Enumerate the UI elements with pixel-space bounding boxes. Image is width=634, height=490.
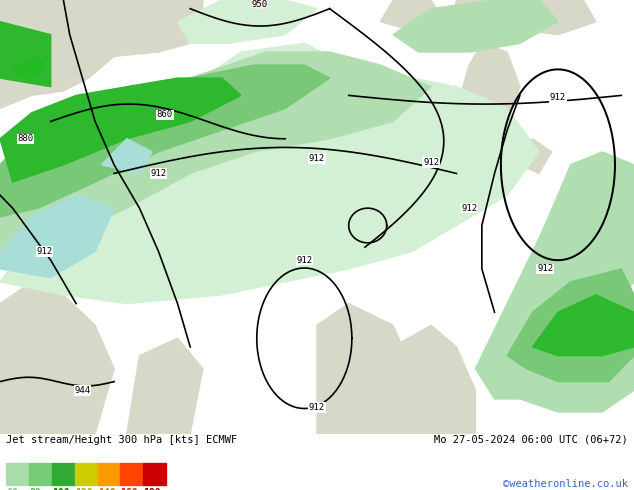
Text: 160: 160: [120, 488, 138, 490]
Bar: [143, 463, 166, 486]
Text: 950: 950: [252, 0, 268, 9]
Polygon shape: [380, 0, 444, 30]
Text: Jet stream/Height 300 hPa [kts] ECMWF: Jet stream/Height 300 hPa [kts] ECMWF: [6, 435, 238, 445]
Text: 60: 60: [6, 488, 18, 490]
Text: 912: 912: [150, 169, 167, 178]
Text: 912: 912: [550, 93, 566, 102]
Polygon shape: [13, 56, 44, 78]
Text: ©weatheronline.co.uk: ©weatheronline.co.uk: [503, 479, 628, 489]
Polygon shape: [178, 0, 317, 44]
Bar: [98, 463, 120, 486]
Polygon shape: [0, 44, 539, 304]
Polygon shape: [146, 22, 190, 52]
Polygon shape: [456, 44, 520, 139]
Text: Mo 27-05-2024 06:00 UTC (06+72): Mo 27-05-2024 06:00 UTC (06+72): [434, 435, 628, 445]
Text: 80: 80: [29, 488, 41, 490]
Polygon shape: [101, 139, 152, 173]
Polygon shape: [533, 295, 634, 356]
Text: 100: 100: [52, 488, 70, 490]
Polygon shape: [476, 152, 634, 399]
Bar: [120, 463, 143, 486]
Polygon shape: [0, 282, 114, 434]
Text: 120: 120: [75, 488, 93, 490]
Polygon shape: [393, 0, 558, 52]
Polygon shape: [0, 22, 51, 87]
Text: 912: 912: [309, 403, 325, 412]
Polygon shape: [393, 325, 476, 434]
Polygon shape: [0, 65, 330, 217]
Text: 944: 944: [74, 386, 91, 395]
Text: 140: 140: [98, 488, 115, 490]
Polygon shape: [127, 338, 203, 434]
Polygon shape: [0, 52, 431, 260]
Bar: [29, 463, 52, 486]
Text: 880: 880: [17, 134, 34, 143]
Polygon shape: [0, 195, 114, 277]
Text: 912: 912: [423, 158, 439, 167]
Bar: [6, 463, 29, 486]
Text: 912: 912: [537, 265, 553, 273]
Polygon shape: [139, 0, 203, 22]
Polygon shape: [317, 304, 412, 434]
Polygon shape: [526, 0, 596, 35]
Text: 912: 912: [296, 256, 313, 265]
Polygon shape: [520, 282, 634, 412]
Bar: [75, 463, 98, 486]
Text: 180: 180: [143, 488, 161, 490]
Bar: [52, 463, 75, 486]
Text: 912: 912: [461, 204, 477, 213]
Polygon shape: [0, 0, 178, 108]
Text: 860: 860: [157, 110, 173, 120]
Text: 912: 912: [309, 154, 325, 163]
Polygon shape: [450, 0, 507, 35]
Text: 912: 912: [36, 247, 53, 256]
Polygon shape: [520, 139, 552, 173]
Polygon shape: [507, 269, 634, 382]
Polygon shape: [0, 78, 241, 182]
